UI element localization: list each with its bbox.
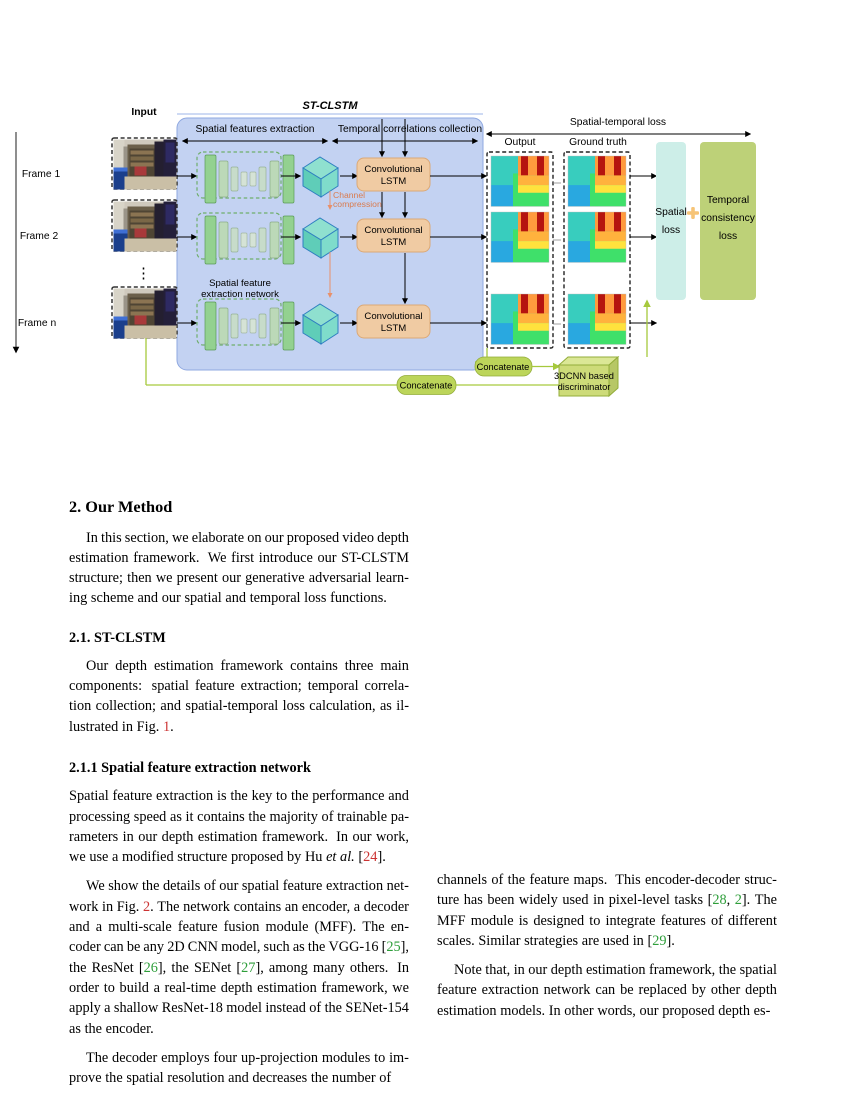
svg-text:Spatial: Spatial <box>655 207 686 218</box>
svg-text:discriminator: discriminator <box>558 382 611 392</box>
svg-text:LSTM: LSTM <box>381 323 407 334</box>
svg-text:Concatenate: Concatenate <box>400 381 453 391</box>
svg-text:Frame 1: Frame 1 <box>22 169 61 180</box>
svg-text:Frame 2: Frame 2 <box>20 231 59 242</box>
svg-text:Frame n: Frame n <box>18 318 57 329</box>
svg-text:Concatenate: Concatenate <box>477 362 530 372</box>
svg-text:Output: Output <box>505 137 536 148</box>
svg-text:Input: Input <box>131 107 157 118</box>
svg-text:loss: loss <box>662 225 680 236</box>
svg-text:Temporal: Temporal <box>707 195 749 206</box>
svg-text:consistency: consistency <box>701 213 756 224</box>
svg-text:LSTM: LSTM <box>381 176 407 187</box>
svg-text:compression: compression <box>333 199 382 209</box>
svg-text:3DCNN based: 3DCNN based <box>554 371 614 381</box>
svg-text:LSTM: LSTM <box>381 237 407 248</box>
svg-text:Convolutional: Convolutional <box>364 164 422 175</box>
svg-text:Convolutional: Convolutional <box>364 311 422 322</box>
svg-text:extraction network: extraction network <box>201 289 279 300</box>
svg-text:loss: loss <box>719 231 737 242</box>
svg-text:Ground truth: Ground truth <box>569 137 627 148</box>
svg-text:Spatial feature: Spatial feature <box>209 278 271 289</box>
svg-text:⋮: ⋮ <box>136 265 152 282</box>
svg-text:Convolutional: Convolutional <box>364 225 422 236</box>
svg-text:ST-CLSTM: ST-CLSTM <box>303 100 359 112</box>
svg-text:Spatial features extraction: Spatial features extraction <box>195 124 314 135</box>
svg-text:Spatial-temporal loss: Spatial-temporal loss <box>570 117 666 128</box>
svg-text:Temporal correlations collecti: Temporal correlations collection <box>338 124 482 135</box>
